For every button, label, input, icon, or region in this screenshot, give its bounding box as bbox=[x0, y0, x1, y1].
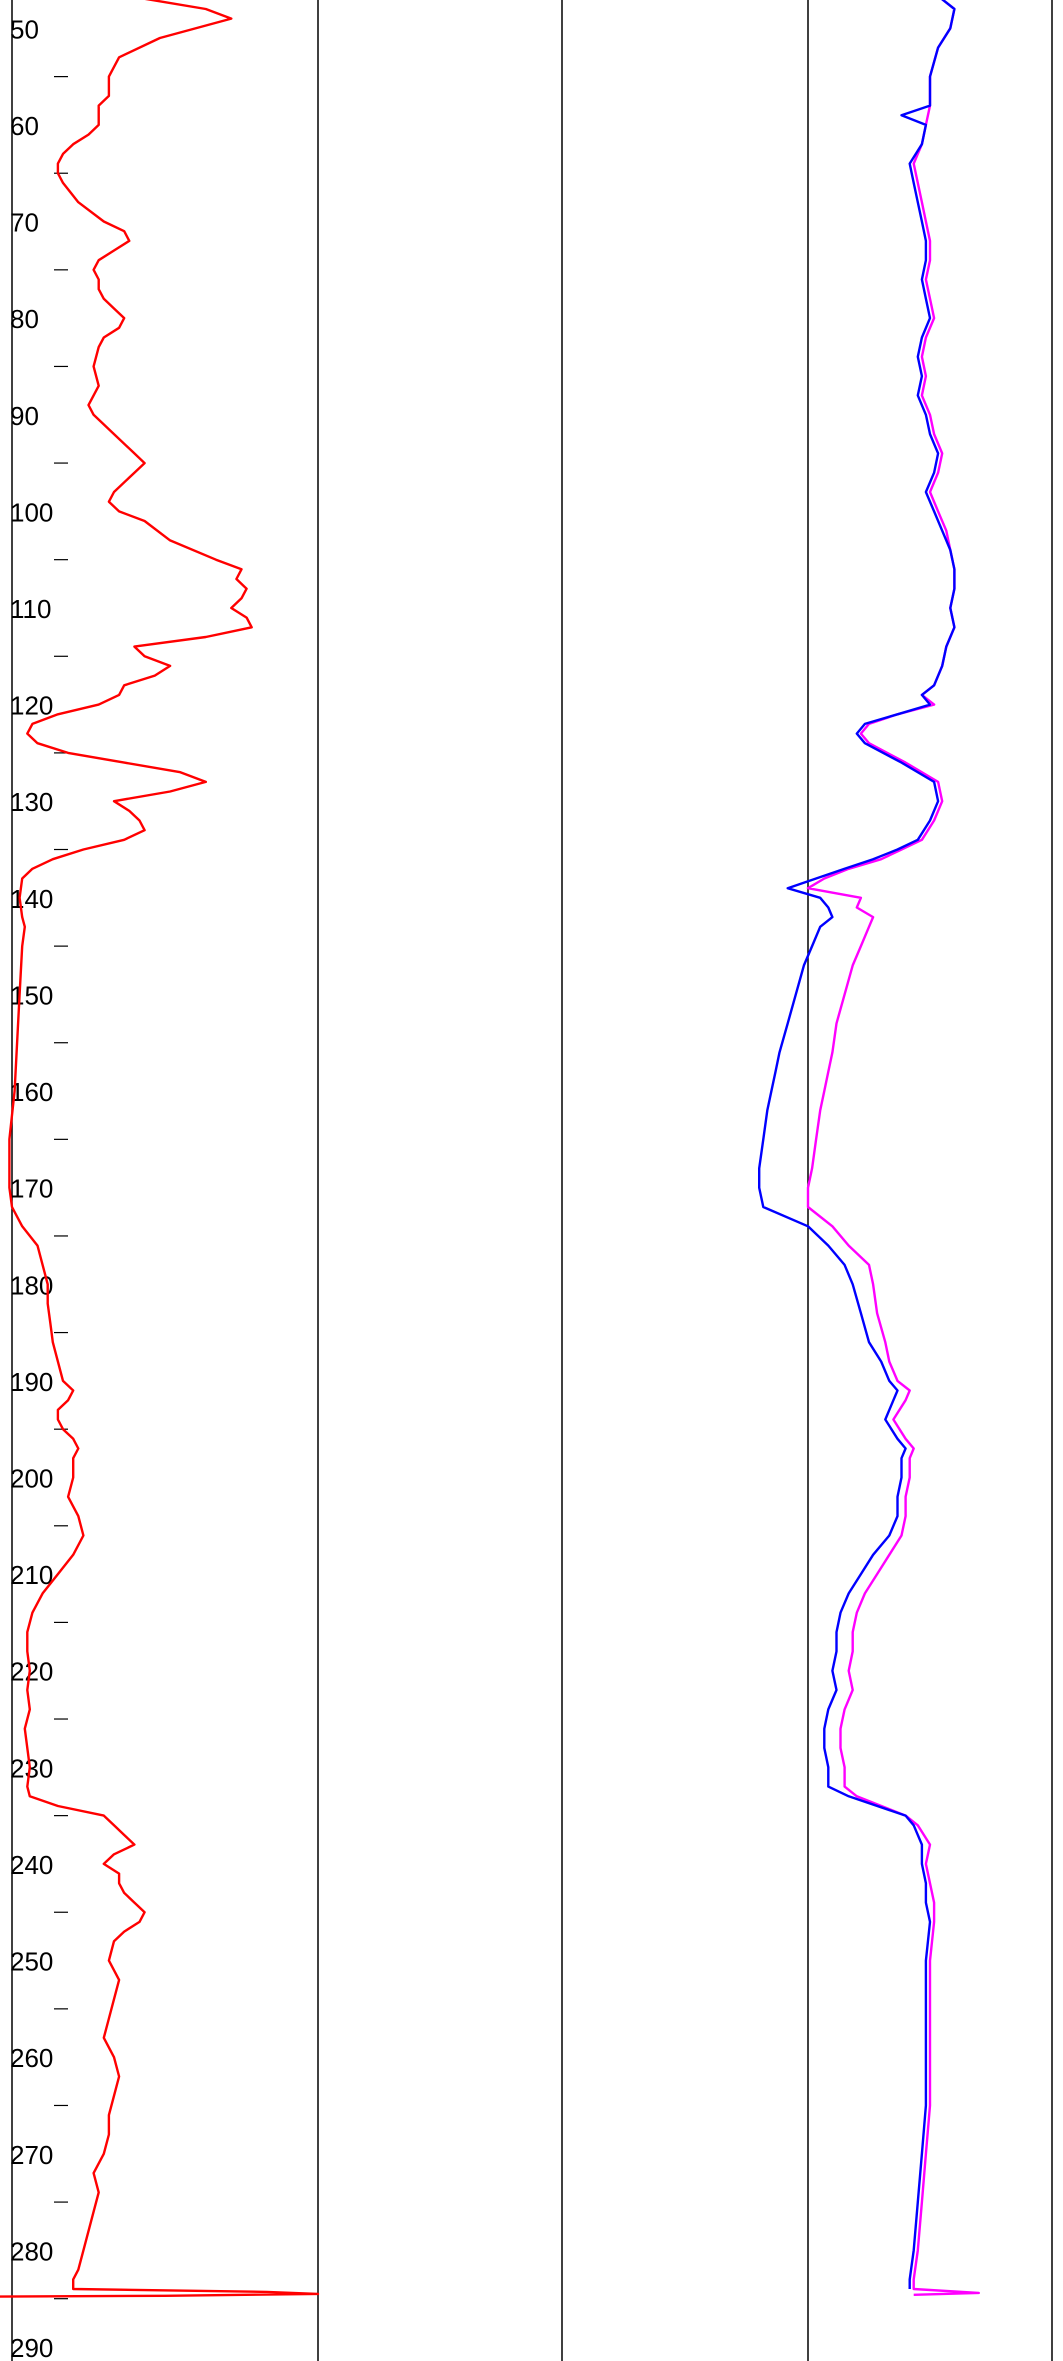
depth-tick-label: 270 bbox=[10, 2140, 53, 2170]
depth-tick-label: 70 bbox=[10, 208, 39, 238]
curve-track-2-series-1 bbox=[806, 0, 980, 2296]
depth-tick-label: 280 bbox=[10, 2236, 53, 2266]
depth-axis: 5060708090100110120130140150160170180190… bbox=[10, 14, 68, 2361]
depth-tick-label: 50 bbox=[10, 14, 39, 44]
depth-tick-label: 170 bbox=[10, 1174, 53, 1204]
track-gridlines bbox=[11, 0, 1053, 2361]
depth-tick-label: 290 bbox=[10, 2333, 53, 2361]
depth-tick-label: 80 bbox=[10, 304, 39, 334]
curve-track-1-series-1 bbox=[0, 0, 320, 2298]
curves bbox=[0, 0, 980, 2298]
depth-tick-label: 220 bbox=[10, 1657, 53, 1687]
depth-tick-label: 120 bbox=[10, 691, 53, 721]
curve-track-2-series-2 bbox=[758, 0, 956, 2289]
depth-tick-label: 110 bbox=[10, 594, 51, 624]
depth-tick-label: 140 bbox=[10, 884, 53, 914]
depth-tick-label: 200 bbox=[10, 1463, 53, 1493]
depth-tick-label: 210 bbox=[10, 1560, 53, 1590]
depth-tick-label: 240 bbox=[10, 1850, 53, 1880]
depth-tick-label: 260 bbox=[10, 2043, 53, 2073]
depth-tick-label: 130 bbox=[10, 787, 53, 817]
depth-tick-label: 230 bbox=[10, 1753, 53, 1783]
depth-tick-label: 150 bbox=[10, 980, 53, 1010]
depth-tick-label: 190 bbox=[10, 1367, 53, 1397]
depth-tick-label: 90 bbox=[10, 401, 39, 431]
depth-tick-label: 60 bbox=[10, 111, 39, 141]
depth-tick-label: 160 bbox=[10, 1077, 53, 1107]
depth-tick-label: 100 bbox=[10, 497, 53, 527]
depth-tick-label: 250 bbox=[10, 1947, 53, 1977]
